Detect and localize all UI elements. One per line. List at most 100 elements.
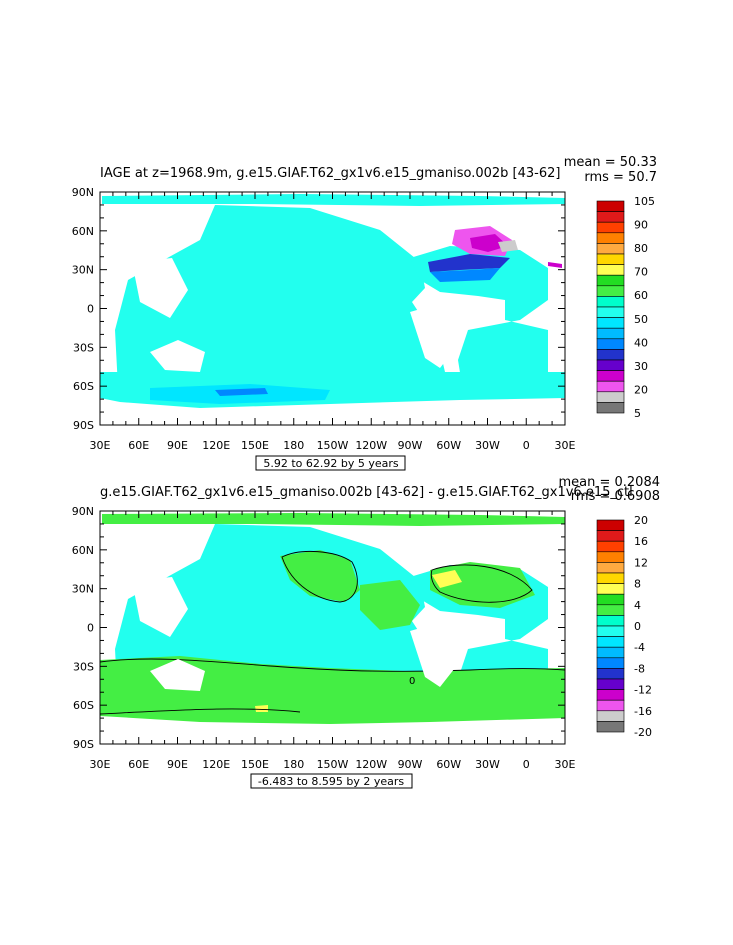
panel-1-land [132,258,462,372]
panel-1-colorbar-label: 70 [634,266,648,279]
panel-1-swatch [596,296,625,308]
panel-2-y-tick-label: 60N [72,544,94,557]
panel-2-swatch [596,710,625,722]
panel-1-gray-patch [498,240,518,252]
panel-2-x-tick-label: 90W [398,758,423,771]
panel-2-y-tick-label: 0 [87,622,94,635]
panel-2-title: g.e15.GIAF.T62_gx1v6.e15_gmaniso.002b [4… [100,485,633,500]
panel-1-y-tick-label: 30N [72,264,94,277]
panel-1-swatch [596,264,625,276]
panel-1-x-tick-label: 90W [398,439,423,452]
panel-1-x-tick-label: 150W [317,439,349,452]
panel-1-y-tick-label: 90S [73,419,94,432]
panel-2-colorbar-label: -16 [634,705,652,718]
panel-2-swatch [596,668,625,680]
panel-1: IAGE at z=1968.9m, g.e15.GIAF.T62_gx1v6.… [72,155,657,471]
panel-1-colorbar-label: 5 [634,407,641,420]
panel-1-x-tick-label: 90E [167,439,188,452]
panel-1-y-tick-label: 90N [72,186,94,199]
panel-2-rms: rms = 0.6908 [571,489,660,504]
panel-1-x-tick-label: 30W [475,439,500,452]
panel-1-swatch [596,349,625,361]
panel-2-field: 0 [100,513,565,724]
panel-2-swatch [596,583,625,595]
panel-1-pacific [115,205,445,396]
panel-2-y-tick-label: 60S [73,699,94,712]
panel-1-x-tick-label: 0 [523,439,530,452]
panel-1-colorbar: 105 90 80 70 60 50 40 30 20 5 [596,195,655,420]
panel-2-swatch [596,646,625,659]
panel-2-x-tick-label: 90E [167,758,188,771]
panel-2-colorbar-label: 0 [634,620,641,633]
panel-2-swatch [596,519,625,531]
panel-2-swatch [596,657,625,669]
panel-2-colorbar: 20 16 12 8 4 0 -4 -8 -12 -16 -20 [596,514,652,739]
panel-2-zero-contour [100,658,565,672]
panel-1-colorbar-label: 40 [634,336,648,349]
panel-1-rms: rms = 50.7 [584,170,657,185]
panel-2-arctic-positive [102,513,565,526]
panel-1-mean: mean = 50.33 [564,155,657,170]
panel-2-colorbar-label: 16 [634,535,648,548]
panel-2-x-tick-label: 180 [283,758,304,771]
panel-1-contour-info: 5.92 to 62.92 by 5 years [263,457,399,470]
panel-1-swatch [596,243,625,255]
panel-2-swatch [596,636,625,648]
panel-1-swatch [596,391,625,403]
panel-1-na-deep-blue [428,254,510,272]
panel-2-swatch [596,604,625,616]
panel-1-x-tick-label: 120W [355,439,387,452]
panel-1-y-tick-label: 30S [73,341,94,354]
panel-2-colorbar-label: 4 [634,599,641,612]
panel-2-swatch [596,625,625,637]
panel-1-arctic [102,194,565,206]
panel-2-x-tick-label: 150E [241,758,269,771]
panel-2-colorbar-label: -8 [634,662,645,675]
panel-1-swatch [596,274,625,287]
panel-2-colorbar-label: -20 [634,726,652,739]
panel-1-swatch [596,253,625,265]
panel-1-southern-dark [215,388,268,396]
panel-1-swatch [596,317,625,329]
panel-1-swatch [596,211,625,223]
panel-1-swatch [596,338,625,350]
panel-2: g.e15.GIAF.T62_gx1v6.e15_gmaniso.002b [4… [72,475,660,789]
panel-2-hotspot [432,570,462,588]
panel-2-colorbar-label: 12 [634,556,648,569]
panel-1-x-tick-label: 120E [202,439,230,452]
panel-1-x-tick-label: 30E [555,439,576,452]
panel-2-x-tick-label: 0 [523,758,530,771]
panel-2-swatch [596,593,625,606]
panel-2-swatch [596,721,625,733]
panel-2-contour-label: 0 [409,676,415,687]
panel-1-colorbar-label: 60 [634,289,648,302]
panel-1-colorbar-label: 50 [634,313,648,326]
panel-1-x-tick-label: 180 [283,439,304,452]
panel-1-y-tick-label: 60N [72,225,94,238]
panel-2-y-tick-label: 30N [72,583,94,596]
panel-2-contour-info: -6.483 to 8.595 by 2 years [258,775,405,788]
panel-1-x-tick-label: 60W [436,439,461,452]
panel-1-field [100,194,565,408]
panel-2-x-tick-label: 60E [128,758,149,771]
panel-1-swatch [596,306,625,318]
panel-2-swatch [596,530,625,542]
panel-1-y-tick-label: 0 [87,303,94,316]
panel-1-swatch [596,221,625,234]
panel-1-swatch [596,359,625,371]
panel-2-x-tick-label: 60W [436,758,461,771]
panel-2-swatch [596,562,625,574]
panel-2-zero-contour-2 [281,550,358,603]
panel-1-med-patch [548,262,562,268]
panel-2-x-tick-label: 30E [555,758,576,771]
panel-2-axes: 30E 60E 90E 120E 150E 180 150W 120W 90W 60W 30W 0 30… [72,505,576,771]
panel-2-colorbar-label: 20 [634,514,648,527]
panel-2-swatch [596,540,625,553]
panel-1-colorbar-label: 105 [634,195,655,208]
panel-2-swatch [596,572,625,584]
panel-1-swatch [596,232,625,244]
panel-1-axes: 30E 60E 90E 120E 150E 180 150W 120W 90W 60W 30W 0 30… [72,186,576,452]
panel-2-x-tick-label: 30W [475,758,500,771]
panel-2-colorbar-label: 8 [634,578,641,591]
